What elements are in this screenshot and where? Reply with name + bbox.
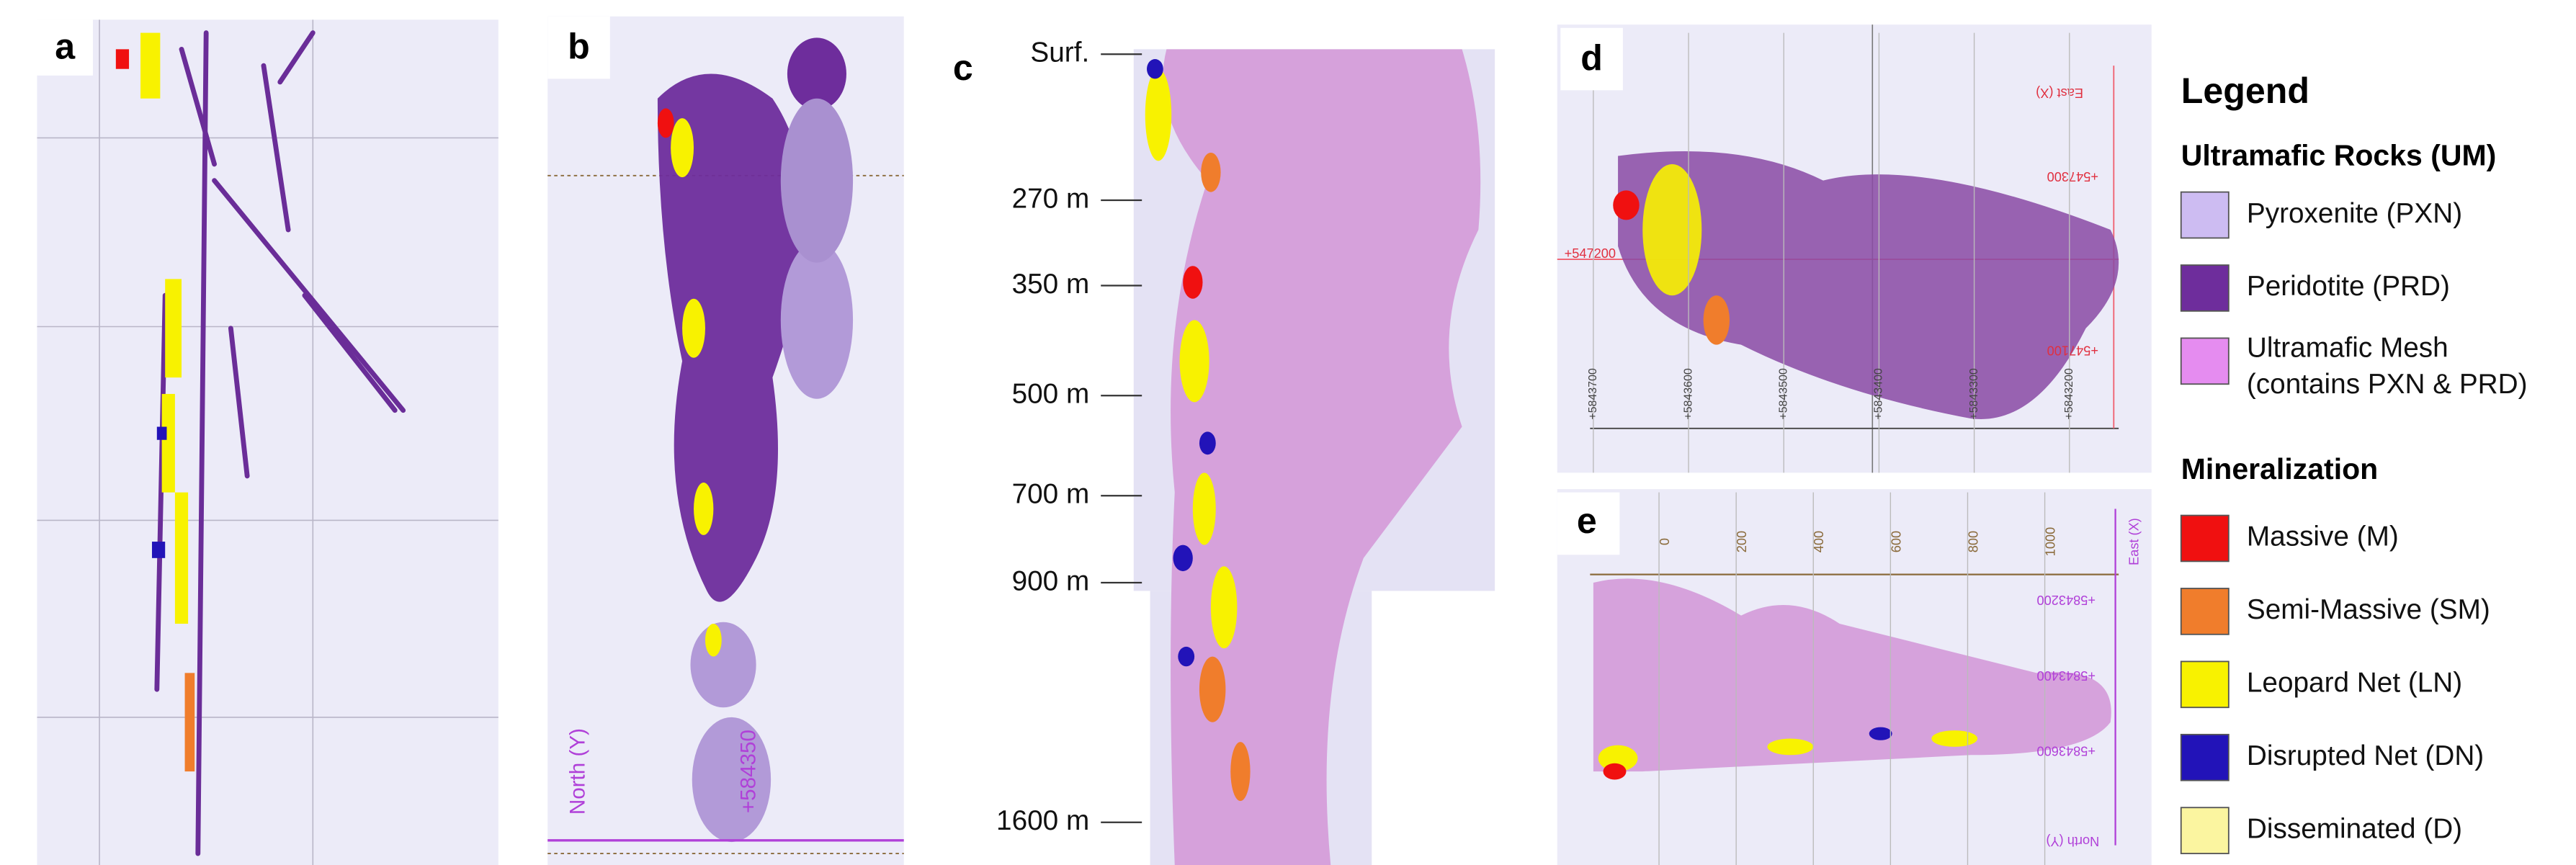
legend-swatch [2181, 338, 2229, 384]
depth-axis: Surf. 270 m 350 m 500 m 700 m 900 m 1600 m [996, 37, 1142, 836]
coordinate-label: +547300 [2047, 169, 2098, 184]
coordinate-label: +5843600 [1682, 368, 1694, 419]
legend-group-title: Mineralization [2181, 452, 2378, 485]
panel-d: East (X) +547300 +547200 +547100 +584370… [1557, 24, 2152, 472]
coordinate-label: +5843500 [1777, 368, 1789, 419]
axis-label: East (X) [2126, 518, 2142, 565]
panel-b: North (Y) +584350 b [547, 17, 904, 865]
figure: a North (Y) +584350 b c Surf. 270 m 350 m 5… [0, 0, 2576, 865]
legend-swatch [2181, 735, 2229, 781]
coordinate-label: +547100 [2047, 344, 2098, 359]
axis-label: North (Y) [2046, 834, 2099, 849]
legend-label: (contains PXN & PRD) [2247, 369, 2528, 400]
legend-label: Semi-Massive (SM) [2247, 594, 2490, 625]
legend-swatch [2181, 807, 2229, 853]
depth-label: Surf. [1030, 37, 1089, 68]
coordinate-label: +5843300 [1968, 368, 1980, 419]
legend-swatch [2181, 265, 2229, 311]
legend-label: Peridotite (PRD) [2247, 271, 2450, 302]
panel-a: a [37, 19, 498, 865]
panel-label: b [568, 27, 590, 67]
legend-label: Massive (M) [2247, 521, 2399, 552]
legend-swatch [2181, 588, 2229, 635]
legend: Legend Ultramafic Rocks (UM) Pyroxenite (… [2181, 71, 2528, 853]
panel-background [37, 19, 498, 865]
axis-label: East (X) [2036, 86, 2083, 101]
coordinate-label: +5843200 [2063, 368, 2075, 419]
depth-label: 270 m [1012, 183, 1090, 214]
legend-swatch [2181, 192, 2229, 238]
coordinate-label: 200 [1734, 531, 1749, 552]
panel-label: c [953, 48, 973, 88]
coordinate-label: +5843400 [1873, 368, 1885, 419]
coordinate-label: 1000 [2043, 527, 2058, 557]
coordinate-label: +5843700 [1587, 368, 1599, 419]
depth-label: 1600 m [996, 805, 1089, 836]
coordinate-label: 400 [1811, 531, 1826, 552]
panel-label: a [55, 27, 76, 67]
page: {"panels": {"a": "a", "b": "b", "c": "c"… [0, 0, 2576, 865]
panel-c: c Surf. 270 m 350 m 500 m 700 m 900 m 1600 m [953, 37, 1495, 865]
depth-label: 700 m [1012, 478, 1090, 509]
coordinate-label: 0 [1657, 538, 1672, 545]
coordinate-label: +5843600 [2036, 744, 2096, 759]
legend-label: Pyroxenite (PXN) [2247, 198, 2462, 229]
legend-label: Disrupted Net (DN) [2247, 740, 2484, 771]
panel-label: e [1577, 501, 1597, 541]
coordinate-label: 600 [1888, 531, 1903, 552]
coordinate-label: +547200 [1565, 246, 1616, 261]
panel-e: 0 200 400 600 800 1000 +5843200 +5843400 +58436… [1557, 489, 2152, 865]
depth-label: 900 m [1012, 565, 1090, 596]
coordinate-label: 800 [1965, 531, 1980, 552]
legend-title: Legend [2181, 71, 2309, 111]
legend-label: Leopard Net (LN) [2247, 668, 2462, 699]
legend-swatch [2181, 661, 2229, 707]
coordinate-label: +584350 [736, 730, 760, 813]
depth-label: 500 m [1012, 378, 1090, 409]
coordinate-label: +5843400 [2036, 668, 2096, 684]
legend-label: Ultramafic Mesh [2247, 333, 2448, 364]
legend-label: Disseminated (D) [2247, 813, 2462, 844]
legend-swatch [2181, 516, 2229, 562]
coordinate-label: +5843200 [2036, 593, 2096, 608]
axis-label: North (Y) [565, 728, 589, 815]
depth-label: 350 m [1012, 269, 1090, 300]
panel-label: d [1580, 38, 1603, 79]
legend-group-title: Ultramafic Rocks (UM) [2181, 139, 2497, 172]
